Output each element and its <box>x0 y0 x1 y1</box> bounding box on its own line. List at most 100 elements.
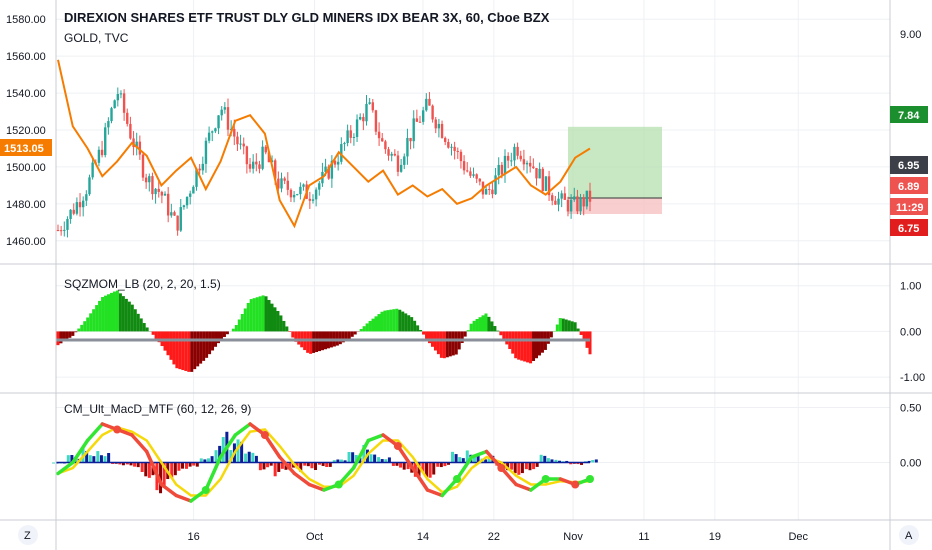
candle-body <box>528 162 532 167</box>
sqz-bar <box>118 293 122 332</box>
zoom-corner-button[interactable]: Z <box>18 525 38 545</box>
left-price-scale[interactable]: 1580.00 1560.00 1540.00 1520.00 1500.00 1480.… <box>6 14 46 248</box>
candle-body <box>129 123 132 139</box>
sqz-label: SQZMOM_LB (20, 2, 20, 1.5) <box>64 277 221 291</box>
sqz-bar <box>567 320 571 332</box>
left-scale-tick: 1500.00 <box>6 162 46 174</box>
candle-body <box>340 144 343 162</box>
sqz-scale-tick: -1.00 <box>900 372 925 384</box>
sqz-bar <box>62 331 66 342</box>
macd-hist-bar <box>236 439 240 463</box>
macd-hist-bar <box>384 459 388 463</box>
time-axis[interactable]: 16 Oct 14 22 Nov 11 19 Dec <box>187 531 808 543</box>
macd-scale[interactable]: 0.50 0.00 <box>900 403 921 470</box>
macd-hist-bar <box>447 462 451 465</box>
macd-hist-bar <box>162 462 166 488</box>
sqz-bar <box>365 323 369 332</box>
sqz-bar <box>65 331 69 340</box>
candle-body <box>475 174 478 179</box>
macd-hist-bar <box>85 451 89 463</box>
macd-hist-bar <box>461 458 465 463</box>
sqz-bar <box>184 331 188 371</box>
main-pane[interactable]: DIREXION SHARES ETF TRUST DLY GLD MINERS… <box>56 0 890 520</box>
candle-body <box>110 108 113 122</box>
candle-body <box>327 166 330 179</box>
candle-body <box>535 168 538 179</box>
auto-scale-label: A <box>905 530 913 542</box>
candle-body <box>270 160 274 163</box>
macd-line-segment <box>218 433 238 459</box>
sqz-bar <box>101 297 105 332</box>
macd-hist-bar <box>129 462 133 466</box>
macd-hist-bar <box>203 459 207 463</box>
sqz-pane[interactable]: SQZMOM_LB (20, 2, 20, 1.5) <box>56 277 890 378</box>
candle-body <box>336 161 340 165</box>
sqz-bar <box>472 320 476 332</box>
candle-body <box>318 183 321 190</box>
macd-hist-bar <box>591 460 595 463</box>
target-badge: 7.84 <box>890 106 928 123</box>
candle-body <box>204 140 208 164</box>
candle-body <box>368 102 371 104</box>
macd-hist-bar <box>443 462 447 467</box>
sqz-bar <box>145 327 149 332</box>
macd-hist-bar <box>550 459 554 463</box>
sqz-bar <box>416 325 420 332</box>
macd-hist-bar <box>310 462 314 469</box>
time-axis-label: 14 <box>417 531 429 543</box>
macd-cross-dot <box>586 475 594 483</box>
macd-hist-bar <box>554 459 558 463</box>
sqz-bar <box>570 321 574 332</box>
macd-hist-bar <box>125 462 129 465</box>
macd-hist-bar <box>347 452 351 463</box>
candle-body <box>185 196 189 206</box>
macd-hist-bar <box>358 457 362 463</box>
sqz-scale[interactable]: 1.00 0.00 -1.00 <box>900 281 925 384</box>
macd-hist-bar <box>369 454 373 463</box>
macd-pane[interactable]: CM_Ult_MacD_MTF (60, 12, 26, 9) <box>52 402 890 503</box>
macd-hist-bar <box>66 455 70 463</box>
target-value: 7.84 <box>898 110 920 122</box>
sqz-bar <box>315 331 319 353</box>
candle-body <box>302 184 305 187</box>
candle-body <box>384 141 387 150</box>
sqz-bar <box>377 314 381 332</box>
sqz-bar <box>107 294 111 332</box>
candle-body <box>406 137 409 157</box>
macd-hist-bar <box>251 452 255 463</box>
sqz-bar <box>199 331 203 364</box>
macd-hist-bar <box>487 458 491 463</box>
sqz-bar <box>535 331 539 359</box>
candle-body <box>280 178 283 189</box>
macd-line-segment <box>85 422 105 443</box>
candle-body <box>299 186 302 195</box>
candle-body <box>267 152 271 163</box>
sqz-bar <box>178 331 182 370</box>
sqz-bar <box>410 317 414 332</box>
sqz-scale-tick: 0.00 <box>900 326 921 338</box>
candle-body <box>179 207 182 231</box>
sqz-bar <box>442 331 446 359</box>
sqz-bar <box>157 331 161 343</box>
sqz-bar <box>276 310 280 332</box>
candle-body <box>381 138 384 142</box>
macd-hist-bar <box>428 462 432 478</box>
left-scale-tick: 1560.00 <box>6 51 46 63</box>
candle-body <box>107 121 110 128</box>
candle-body <box>242 143 245 147</box>
macd-line-segment <box>56 460 75 476</box>
macd-hist-bar <box>188 462 192 467</box>
candle-body <box>494 175 497 195</box>
candle-body <box>151 176 154 195</box>
sqz-bar <box>523 331 527 362</box>
sqz-bar <box>404 313 408 332</box>
sqz-scale-tick: 1.00 <box>900 281 921 293</box>
sqz-bar <box>487 316 491 332</box>
candle-body <box>421 110 425 122</box>
sqz-bar <box>588 331 592 355</box>
candle-body <box>261 146 264 169</box>
auto-scale-button[interactable]: A <box>899 525 919 545</box>
main-grid <box>56 0 890 520</box>
sqz-bar <box>537 331 541 356</box>
